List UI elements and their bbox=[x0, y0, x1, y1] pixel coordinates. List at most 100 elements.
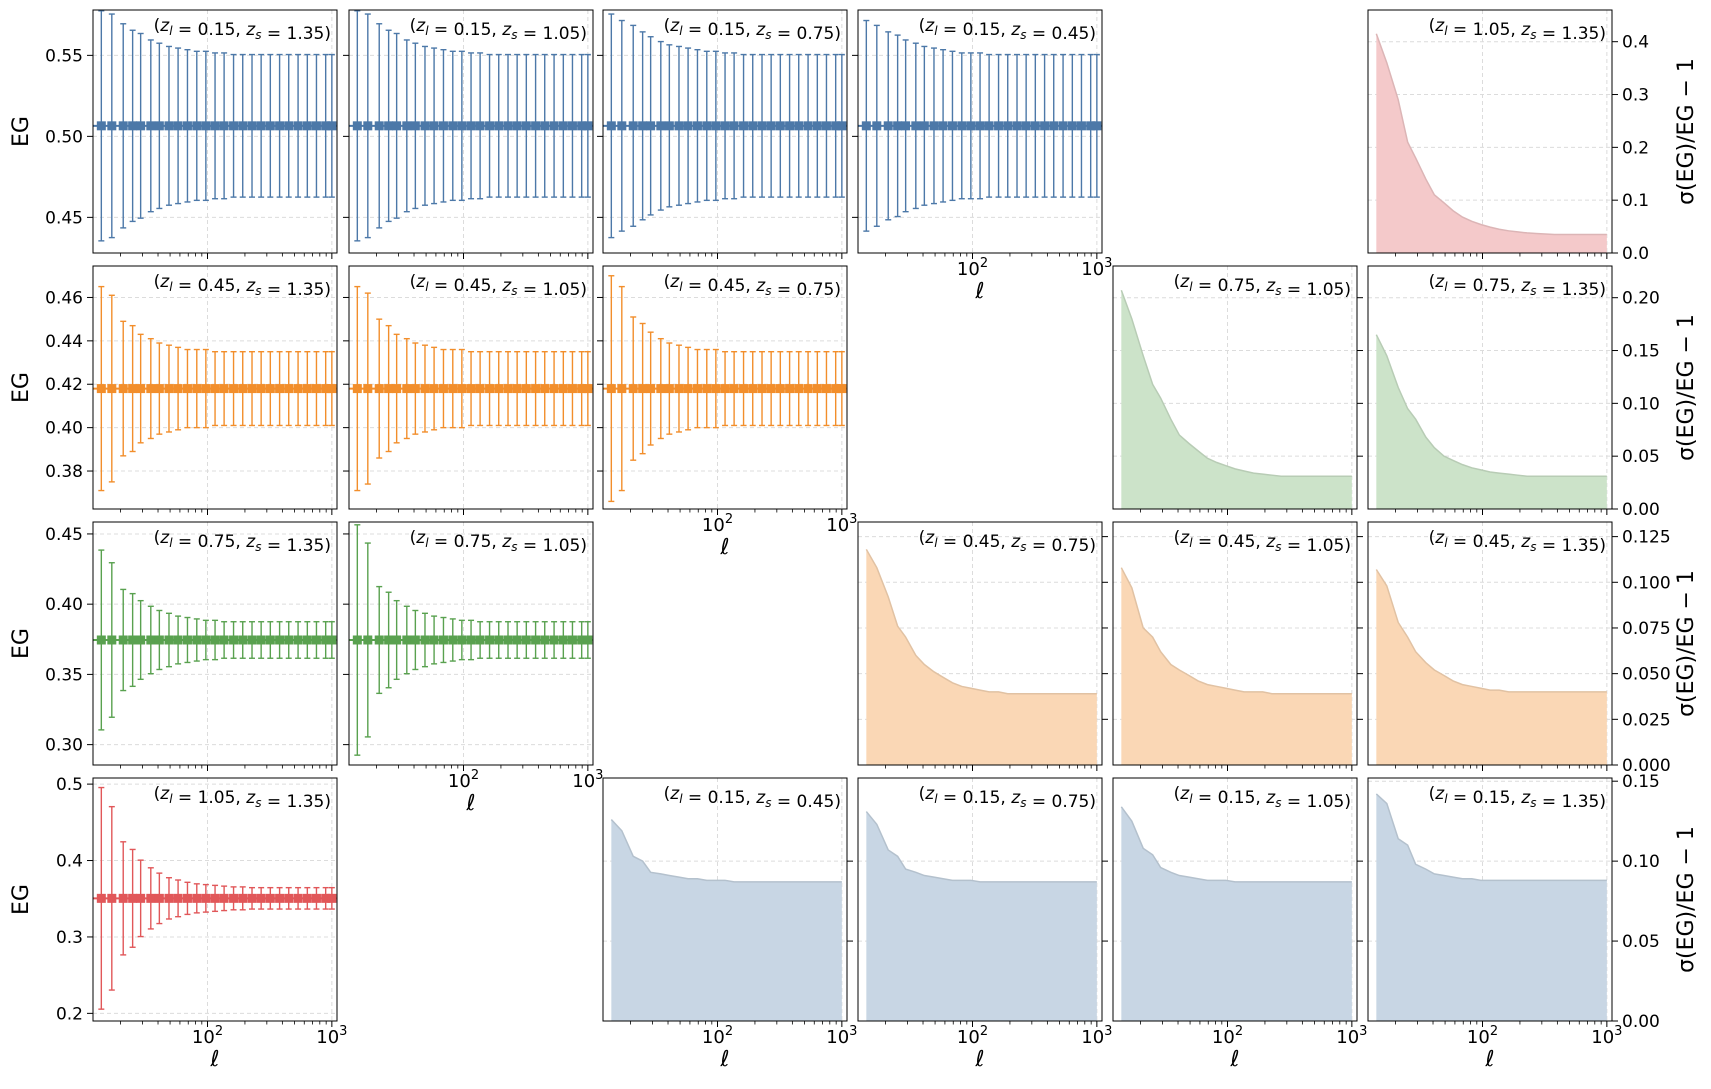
data-point bbox=[1021, 121, 1031, 131]
panel-label: (zl = 0.45, zs = 0.75) bbox=[664, 272, 841, 300]
data-point bbox=[118, 635, 128, 645]
data-point bbox=[1012, 121, 1022, 131]
y-tick-label: 0.40 bbox=[45, 595, 83, 615]
data-point bbox=[128, 384, 138, 394]
data-point bbox=[1049, 121, 1059, 131]
data-point bbox=[739, 384, 749, 394]
data-point bbox=[702, 384, 712, 394]
data-point bbox=[256, 121, 266, 131]
y-axis-label: EG bbox=[9, 116, 34, 147]
data-point bbox=[321, 893, 331, 903]
data-point bbox=[146, 893, 156, 903]
y-tick-label: 0.50 bbox=[45, 127, 83, 147]
panel-r1c2: (zl = 0.15, zs = 1.05) bbox=[343, 9, 594, 259]
x-axis-label: ℓ bbox=[1229, 1047, 1239, 1072]
x-tick-label: 103 bbox=[826, 512, 857, 536]
data-point bbox=[628, 121, 638, 131]
data-point bbox=[229, 635, 239, 645]
data-point bbox=[210, 893, 220, 903]
y-tick-label: 0.55 bbox=[45, 46, 83, 66]
x-tick-label: 102 bbox=[1212, 1024, 1243, 1048]
data-point bbox=[567, 121, 577, 131]
data-point bbox=[136, 121, 146, 131]
data-point bbox=[420, 121, 430, 131]
data-point bbox=[173, 893, 183, 903]
panel-r3c6: 0.000 0.025 0.050 0.075 0.100 0.125 (zl = 0.45… bbox=[1367, 521, 1699, 776]
data-point bbox=[293, 121, 303, 131]
data-point bbox=[363, 121, 373, 131]
data-point bbox=[438, 384, 448, 394]
data-point bbox=[803, 121, 813, 131]
data-point bbox=[256, 384, 266, 394]
data-point bbox=[327, 893, 337, 903]
data-point bbox=[994, 121, 1004, 131]
y-tick-label: 0.38 bbox=[45, 462, 83, 482]
y-tick-label: 0.025 bbox=[1622, 710, 1671, 730]
x-axis-label: ℓ bbox=[974, 1047, 984, 1072]
panel-label: (zl = 0.15, zs = 0.45) bbox=[664, 784, 841, 812]
panel-r2c3: 102 103 ℓ (zl = 0.45, zs = 0.75) bbox=[597, 265, 857, 560]
data-point bbox=[146, 121, 156, 131]
y-tick-label: 0.30 bbox=[45, 736, 83, 756]
data-point bbox=[293, 635, 303, 645]
x-tick-label: 103 bbox=[572, 768, 603, 792]
data-point bbox=[429, 121, 439, 131]
data-point bbox=[503, 384, 513, 394]
data-point bbox=[531, 121, 541, 131]
panel-frame bbox=[1112, 521, 1358, 766]
data-point bbox=[729, 121, 739, 131]
x-axis-label: ℓ bbox=[1484, 1047, 1494, 1072]
uncertainty-curve bbox=[1120, 806, 1352, 883]
panel-frame bbox=[857, 9, 1103, 254]
y-tick-label: 0.5 bbox=[56, 775, 83, 795]
data-point bbox=[182, 635, 192, 645]
data-point bbox=[265, 635, 275, 645]
panel-r4c4: 102 103 ℓ (zl = 0.15, zs = 0.75) bbox=[857, 777, 1112, 1072]
panel-frame bbox=[348, 521, 594, 766]
data-point bbox=[975, 121, 985, 131]
data-point bbox=[617, 121, 627, 131]
data-point bbox=[229, 121, 239, 131]
data-point bbox=[128, 635, 138, 645]
x-tick-label: 103 bbox=[1336, 1024, 1367, 1048]
data-point bbox=[219, 635, 229, 645]
data-point bbox=[192, 121, 202, 131]
data-point bbox=[831, 121, 841, 131]
data-point bbox=[219, 893, 229, 903]
data-point bbox=[521, 635, 531, 645]
data-point bbox=[475, 121, 485, 131]
y-tick-label: 0.125 bbox=[1622, 528, 1671, 548]
x-tick-label: 103 bbox=[1081, 1024, 1112, 1048]
panel-r1c1: 0.45 0.50 0.55 (zl = 0.15, zs = 1.35) EG bbox=[9, 9, 338, 259]
y-tick-label: 0.3 bbox=[56, 928, 83, 948]
uncertainty-curve bbox=[1375, 334, 1607, 477]
panel-frame bbox=[602, 777, 848, 1022]
data-point bbox=[794, 384, 804, 394]
data-point bbox=[883, 121, 893, 131]
data-point bbox=[154, 121, 164, 131]
panel-label: (zl = 1.05, zs = 1.35) bbox=[154, 784, 331, 812]
y-tick-label: 0.075 bbox=[1622, 619, 1671, 639]
data-point bbox=[1030, 121, 1040, 131]
panel-r2c2: (zl = 0.45, zs = 1.05) bbox=[343, 265, 594, 515]
y-tick-label: 0.2 bbox=[1622, 138, 1649, 158]
x-tick-label: 102 bbox=[702, 1024, 733, 1048]
panel-frame bbox=[92, 265, 338, 510]
data-point bbox=[311, 121, 321, 131]
data-point bbox=[711, 121, 721, 131]
data-point bbox=[766, 384, 776, 394]
data-point bbox=[118, 121, 128, 131]
data-point bbox=[247, 893, 257, 903]
panel-r3c4: (zl = 0.45, zs = 0.75) bbox=[857, 521, 1108, 771]
panel-label: (zl = 0.75, zs = 1.05) bbox=[1174, 272, 1351, 300]
data-point bbox=[549, 121, 559, 131]
data-point bbox=[238, 121, 248, 131]
data-point bbox=[327, 635, 337, 645]
data-point bbox=[656, 121, 666, 131]
y-axis-label: EG bbox=[9, 884, 34, 915]
data-point bbox=[947, 121, 957, 131]
y-tick-label: 0.20 bbox=[1622, 289, 1660, 309]
data-point bbox=[384, 635, 394, 645]
data-point bbox=[392, 384, 402, 394]
data-point bbox=[812, 121, 822, 131]
